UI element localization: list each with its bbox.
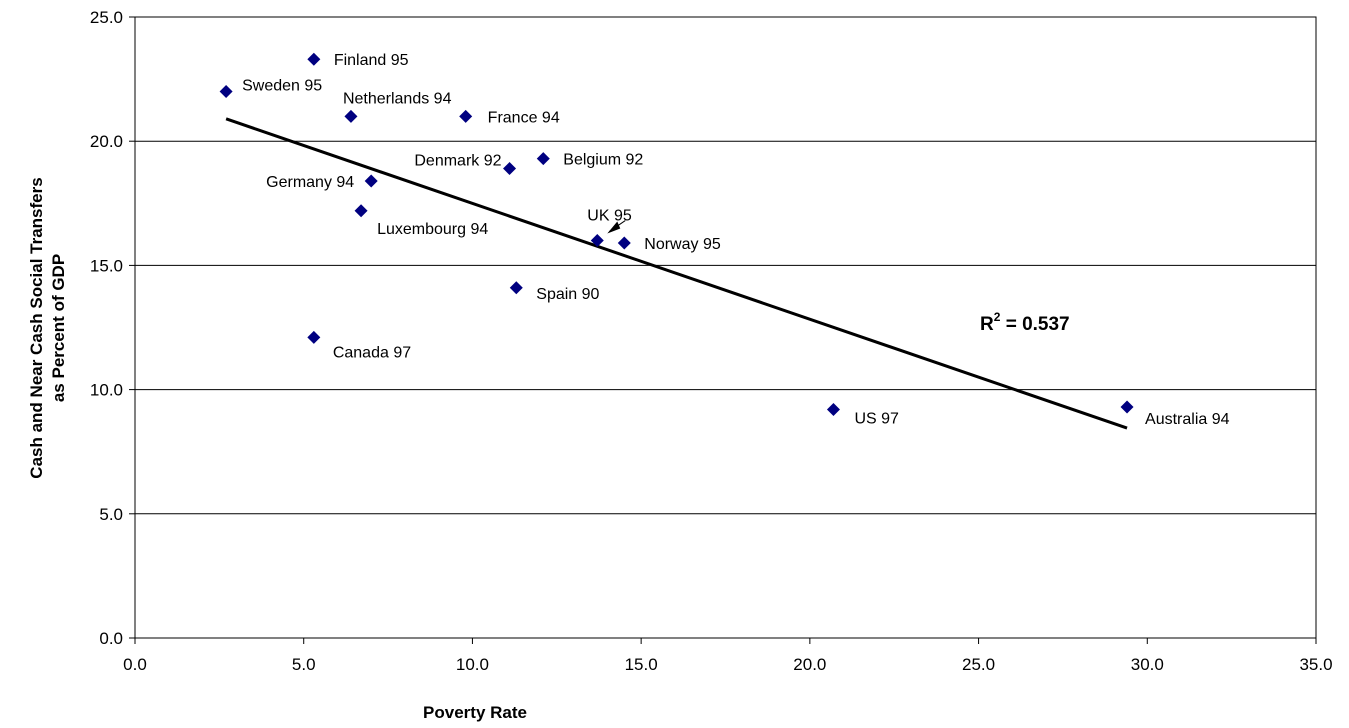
data-point-netherlands — [344, 109, 358, 123]
point-labels: Finland 95 Sweden 95 Netherlands 94 France … — [242, 52, 1230, 428]
y-axis-title-line2: as Percent of GDP — [49, 254, 68, 402]
point-label-us: US 97 — [854, 410, 899, 427]
x-tick-label: 15.0 — [625, 655, 658, 674]
r-squared-base: R — [980, 314, 994, 335]
y-tick-label: 25.0 — [90, 8, 123, 27]
x-tick-label: 30.0 — [1131, 655, 1164, 674]
y-tick-label: 10.0 — [90, 381, 123, 400]
data-point-norway — [617, 236, 631, 250]
y-tick-label: 15.0 — [90, 256, 123, 275]
r-squared-superscript: 2 — [994, 310, 1001, 324]
x-axis-title: Poverty Rate — [423, 703, 527, 722]
r-squared-value: = 0.537 — [1000, 314, 1069, 335]
x-tick-label: 20.0 — [793, 655, 826, 674]
data-point-canada — [307, 330, 321, 344]
x-tick-label: 35.0 — [1299, 655, 1332, 674]
point-label-france: France 94 — [488, 109, 560, 126]
data-point-luxembourg — [354, 204, 368, 218]
axes: 0.0 5.0 10.0 15.0 20.0 25.0 0.0 5.0 10.0 15.0 20.0… — [90, 8, 1333, 674]
point-label-denmark: Denmark 92 — [414, 153, 501, 170]
x-tick-label: 0.0 — [123, 655, 147, 674]
x-tick-label: 25.0 — [962, 655, 995, 674]
point-label-luxembourg: Luxembourg 94 — [377, 221, 488, 238]
y-tick-label: 20.0 — [90, 132, 123, 151]
data-point-australia — [1120, 400, 1134, 414]
data-point-finland — [307, 52, 321, 66]
point-label-finland: Finland 95 — [334, 52, 409, 69]
point-label-spain: Spain 90 — [536, 286, 599, 303]
uk-label-arrowhead — [607, 221, 621, 234]
data-points — [219, 52, 1134, 416]
data-point-sweden — [219, 85, 233, 99]
x-tick-label: 10.0 — [456, 655, 489, 674]
point-label-belgium: Belgium 92 — [563, 152, 643, 169]
data-point-france — [459, 109, 473, 123]
data-point-denmark — [503, 162, 517, 176]
point-label-sweden: Sweden 95 — [242, 78, 322, 95]
point-label-canada: Canada 97 — [333, 344, 411, 361]
point-label-australia: Australia 94 — [1145, 411, 1230, 428]
data-point-germany — [364, 174, 378, 188]
trendline-layer — [225, 117, 1128, 430]
r-squared-annotation: R2 = 0.537 — [980, 310, 1070, 335]
y-tick-label: 0.0 — [99, 629, 123, 648]
plot-area-border — [134, 16, 1317, 639]
y-tick-label: 5.0 — [99, 505, 123, 524]
point-label-norway: Norway 95 — [644, 236, 721, 253]
data-point-spain — [509, 281, 523, 295]
x-tick-label: 5.0 — [292, 655, 316, 674]
data-point-belgium — [536, 152, 550, 166]
point-label-netherlands: Netherlands 94 — [343, 90, 452, 107]
point-label-uk: UK 95 — [587, 208, 632, 225]
trendline — [225, 117, 1128, 430]
y-axis-title-line1: Cash and Near Cash Social Transfers — [27, 177, 46, 478]
data-point-uk — [590, 234, 604, 248]
gridlines — [135, 140, 1316, 515]
point-label-germany: Germany 94 — [266, 174, 354, 191]
data-point-us — [826, 402, 840, 416]
